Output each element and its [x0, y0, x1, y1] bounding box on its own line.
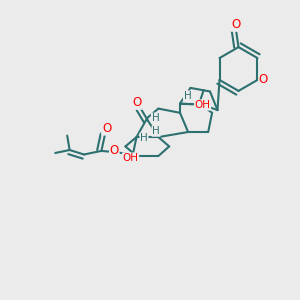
Text: H: H [140, 133, 148, 143]
Text: O: O [232, 18, 241, 31]
Text: OH: OH [194, 100, 211, 110]
Text: O: O [133, 96, 142, 109]
Text: O: O [259, 74, 268, 86]
Text: OH: OH [122, 153, 139, 163]
Text: O: O [102, 122, 111, 135]
Text: H: H [152, 113, 159, 123]
Text: H: H [152, 126, 160, 136]
Text: O: O [110, 144, 119, 158]
Text: H: H [184, 91, 191, 101]
